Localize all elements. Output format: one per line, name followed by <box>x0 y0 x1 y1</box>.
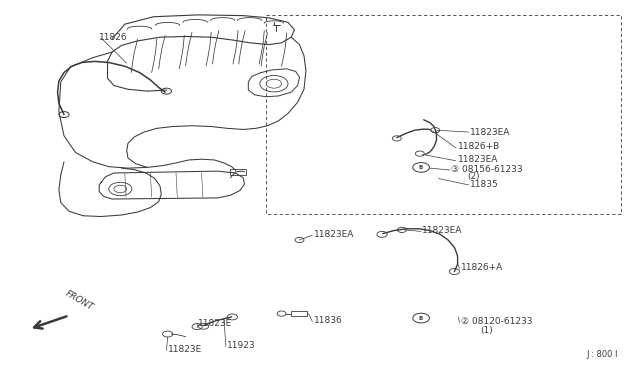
Bar <box>230 169 246 175</box>
Circle shape <box>413 163 429 172</box>
Text: 11826+B: 11826+B <box>458 142 500 151</box>
Text: 11823EA: 11823EA <box>422 226 463 235</box>
Text: ② 08120-61233: ② 08120-61233 <box>461 317 532 326</box>
Text: 11836: 11836 <box>314 316 342 325</box>
Text: J : 800 I: J : 800 I <box>586 350 618 359</box>
Text: ③ 08156-61233: ③ 08156-61233 <box>451 165 523 174</box>
Text: 11823EA: 11823EA <box>470 128 511 137</box>
Bar <box>291 311 307 316</box>
Text: 11823E: 11823E <box>168 345 203 354</box>
Text: 11826+A: 11826+A <box>461 263 503 272</box>
Text: (1): (1) <box>480 326 493 335</box>
Text: 11823E: 11823E <box>198 319 233 328</box>
Circle shape <box>413 313 429 323</box>
Text: 11835: 11835 <box>470 180 499 189</box>
Text: B: B <box>419 315 423 321</box>
Text: 11823EA: 11823EA <box>314 230 354 239</box>
Text: 11823EA: 11823EA <box>458 155 498 164</box>
Text: 11923: 11923 <box>227 341 256 350</box>
Text: 11826: 11826 <box>99 33 128 42</box>
Text: B: B <box>419 165 423 170</box>
Text: FRONT: FRONT <box>64 289 95 312</box>
Text: (2): (2) <box>467 172 480 181</box>
